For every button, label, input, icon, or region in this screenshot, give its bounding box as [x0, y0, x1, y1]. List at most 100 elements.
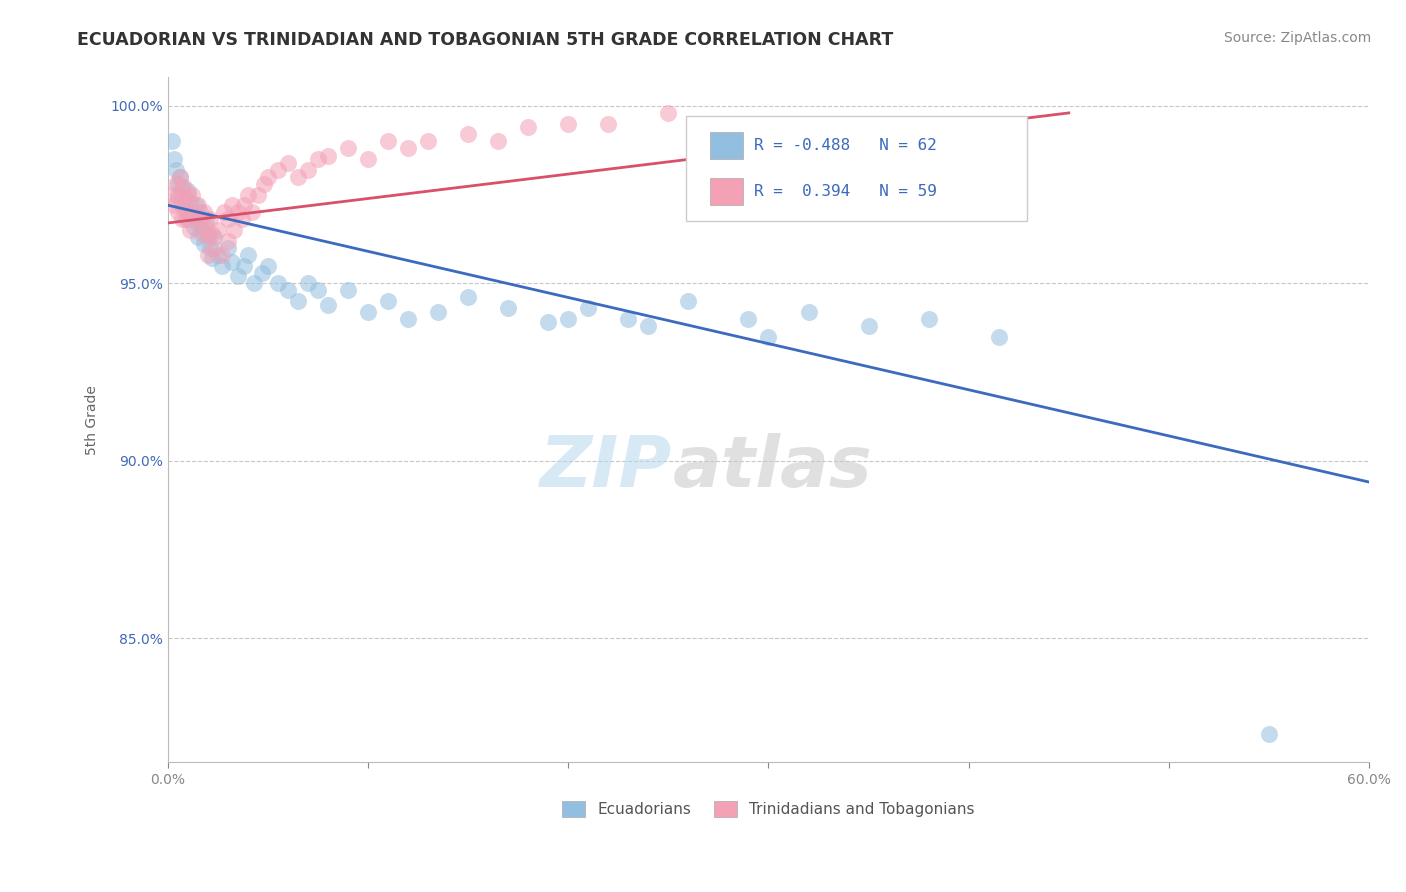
Point: [316, 297, 339, 311]
Point: [207, 248, 229, 262]
Point: [211, 259, 233, 273]
Point: [191, 227, 214, 241]
Point: [737, 311, 759, 326]
Point: [173, 191, 195, 205]
Text: ZIP: ZIP: [540, 434, 672, 502]
Point: [457, 127, 479, 141]
Point: [231, 212, 253, 227]
Point: [193, 237, 215, 252]
Point: [188, 205, 211, 219]
Point: [163, 198, 186, 212]
Point: [253, 177, 276, 191]
Point: [277, 284, 299, 298]
Point: [217, 212, 239, 227]
Point: [427, 304, 450, 318]
Point: [170, 180, 193, 194]
Point: [184, 198, 207, 212]
Point: [197, 248, 219, 262]
Point: [194, 219, 217, 234]
Point: [267, 277, 290, 291]
Point: [170, 187, 193, 202]
Point: [243, 277, 266, 291]
Point: [221, 255, 243, 269]
Point: [202, 230, 225, 244]
Point: [184, 212, 207, 227]
Point: [987, 329, 1010, 343]
Point: [598, 117, 620, 131]
Point: [917, 311, 939, 326]
Point: [257, 169, 280, 184]
Point: [337, 284, 360, 298]
Point: [193, 205, 215, 219]
Point: [267, 162, 290, 177]
Point: [246, 187, 269, 202]
Point: [202, 241, 225, 255]
Point: [173, 180, 195, 194]
Point: [207, 223, 229, 237]
Point: [277, 155, 299, 169]
Point: [357, 304, 380, 318]
Point: [174, 205, 197, 219]
Point: [187, 216, 209, 230]
Point: [287, 169, 309, 184]
Point: [179, 194, 201, 209]
Point: [337, 141, 360, 155]
Point: [170, 198, 193, 212]
Point: [163, 152, 186, 166]
Point: [212, 205, 235, 219]
Point: [240, 205, 263, 219]
Point: [297, 277, 319, 291]
Point: [165, 177, 187, 191]
Text: R =  0.394   N = 59: R = 0.394 N = 59: [754, 185, 936, 200]
Point: [188, 212, 211, 227]
Point: [197, 227, 219, 241]
Point: [191, 223, 214, 237]
Point: [181, 209, 204, 223]
Legend: Ecuadorians, Trinidadians and Tobagonians: Ecuadorians, Trinidadians and Tobagonian…: [557, 795, 981, 823]
Point: [418, 134, 440, 148]
Point: [377, 134, 399, 148]
Point: [177, 212, 200, 227]
Point: [170, 212, 193, 227]
Point: [194, 212, 217, 227]
Point: [396, 141, 419, 155]
Point: [198, 241, 221, 255]
Point: [181, 187, 204, 202]
Point: [226, 205, 249, 219]
Point: [169, 169, 191, 184]
Point: [222, 223, 245, 237]
Point: [187, 198, 209, 212]
Point: [211, 248, 233, 262]
Point: [396, 311, 419, 326]
Point: [167, 191, 190, 205]
Point: [201, 227, 224, 241]
Point: [307, 284, 329, 298]
Y-axis label: 5th Grade: 5th Grade: [86, 385, 100, 455]
Point: [177, 184, 200, 198]
Text: Source: ZipAtlas.com: Source: ZipAtlas.com: [1223, 31, 1371, 45]
Point: [517, 120, 540, 135]
Point: [576, 301, 599, 315]
Point: [236, 187, 259, 202]
Point: [197, 230, 219, 244]
Point: [357, 152, 380, 166]
Point: [221, 198, 243, 212]
Point: [797, 304, 820, 318]
Point: [167, 177, 190, 191]
Point: [637, 318, 659, 333]
Point: [183, 219, 205, 234]
Point: [557, 117, 579, 131]
Point: [179, 223, 201, 237]
Point: [177, 205, 200, 219]
Point: [173, 198, 195, 212]
Point: [167, 205, 190, 219]
Point: [233, 198, 256, 212]
Point: [233, 259, 256, 273]
Point: [377, 293, 399, 308]
Point: [217, 241, 239, 255]
Point: [169, 169, 191, 184]
Point: [287, 293, 309, 308]
Point: [678, 293, 700, 308]
Point: [167, 187, 190, 202]
Text: R = -0.488   N = 62: R = -0.488 N = 62: [754, 138, 936, 153]
